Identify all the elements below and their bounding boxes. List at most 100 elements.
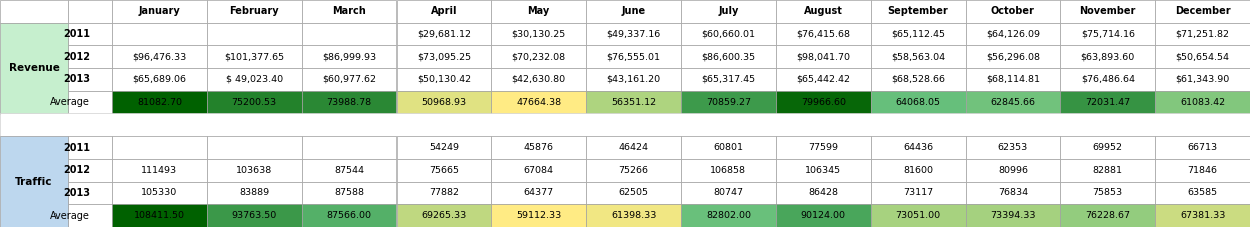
- Bar: [68, 45, 112, 68]
- Text: $76,555.01: $76,555.01: [606, 52, 660, 61]
- Text: 62845.66: 62845.66: [990, 98, 1035, 107]
- Text: 47664.38: 47664.38: [516, 98, 561, 107]
- Text: 87544: 87544: [334, 166, 364, 175]
- Bar: [396, 182, 491, 204]
- Bar: [206, 182, 301, 204]
- Bar: [112, 159, 206, 182]
- Text: September: September: [888, 6, 949, 16]
- Text: 111493: 111493: [141, 166, 177, 175]
- Bar: [1155, 91, 1250, 114]
- Text: 2013: 2013: [62, 188, 90, 198]
- Text: 50968.93: 50968.93: [421, 98, 466, 107]
- Bar: [1060, 204, 1155, 227]
- Text: $76,415.68: $76,415.68: [796, 30, 850, 39]
- Bar: [1060, 182, 1155, 204]
- Text: 62353: 62353: [998, 143, 1028, 152]
- Text: 63585: 63585: [1188, 188, 1218, 197]
- Text: $86,999.93: $86,999.93: [322, 52, 376, 61]
- Text: 67084: 67084: [524, 166, 554, 175]
- Bar: [776, 182, 871, 204]
- Bar: [0, 114, 1250, 136]
- Bar: [965, 45, 1060, 68]
- Text: March: March: [332, 6, 366, 16]
- Bar: [491, 68, 586, 91]
- Bar: [871, 0, 965, 23]
- Bar: [68, 91, 112, 114]
- Bar: [0, 136, 68, 227]
- Text: August: August: [804, 6, 842, 16]
- Bar: [681, 136, 776, 159]
- Bar: [776, 204, 871, 227]
- Text: 70859.27: 70859.27: [706, 98, 751, 107]
- Bar: [112, 68, 206, 91]
- Bar: [586, 159, 681, 182]
- Bar: [1060, 159, 1155, 182]
- Text: 77882: 77882: [429, 188, 459, 197]
- Bar: [112, 182, 206, 204]
- Bar: [965, 91, 1060, 114]
- Bar: [206, 68, 301, 91]
- Text: $61,343.90: $61,343.90: [1175, 75, 1230, 84]
- Text: $68,528.66: $68,528.66: [891, 75, 945, 84]
- Text: 87588: 87588: [334, 188, 364, 197]
- Text: $49,337.16: $49,337.16: [606, 30, 661, 39]
- Text: 108411.50: 108411.50: [134, 211, 185, 220]
- Bar: [776, 136, 871, 159]
- Bar: [396, 91, 491, 114]
- Text: 80747: 80747: [714, 188, 744, 197]
- Bar: [112, 23, 206, 45]
- Text: $65,317.45: $65,317.45: [701, 75, 755, 84]
- Bar: [68, 136, 112, 159]
- Text: 2012: 2012: [62, 165, 90, 175]
- Text: 54249: 54249: [429, 143, 459, 152]
- Bar: [1155, 68, 1250, 91]
- Bar: [586, 68, 681, 91]
- Text: $101,377.65: $101,377.65: [224, 52, 284, 61]
- Bar: [871, 182, 965, 204]
- Text: 86428: 86428: [809, 188, 839, 197]
- Bar: [965, 0, 1060, 23]
- Text: $65,112.45: $65,112.45: [891, 30, 945, 39]
- Bar: [396, 159, 491, 182]
- Text: $73,095.25: $73,095.25: [416, 52, 471, 61]
- Bar: [491, 204, 586, 227]
- Bar: [586, 0, 681, 23]
- Text: $30,130.25: $30,130.25: [511, 30, 566, 39]
- Text: 72031.47: 72031.47: [1085, 98, 1130, 107]
- Bar: [491, 136, 586, 159]
- Text: 2013: 2013: [62, 74, 90, 84]
- Bar: [965, 182, 1060, 204]
- Text: 59112.33: 59112.33: [516, 211, 561, 220]
- Bar: [871, 45, 965, 68]
- Text: 60801: 60801: [714, 143, 744, 152]
- Bar: [586, 204, 681, 227]
- Text: $43,161.20: $43,161.20: [606, 75, 661, 84]
- Text: November: November: [1080, 6, 1136, 16]
- Text: 71846: 71846: [1188, 166, 1218, 175]
- Bar: [301, 204, 396, 227]
- Bar: [965, 23, 1060, 45]
- Bar: [491, 159, 586, 182]
- Bar: [301, 159, 396, 182]
- Bar: [491, 23, 586, 45]
- Text: $29,681.12: $29,681.12: [418, 30, 471, 39]
- Text: 80996: 80996: [998, 166, 1028, 175]
- Text: April: April: [431, 6, 457, 16]
- Text: Revenue: Revenue: [9, 63, 60, 73]
- Bar: [681, 182, 776, 204]
- Text: 73051.00: 73051.00: [895, 211, 941, 220]
- Bar: [681, 23, 776, 45]
- Text: 81082.70: 81082.70: [138, 98, 182, 107]
- Bar: [1060, 68, 1155, 91]
- Bar: [776, 159, 871, 182]
- Bar: [586, 91, 681, 114]
- Text: $71,251.82: $71,251.82: [1175, 30, 1230, 39]
- Text: $58,563.04: $58,563.04: [891, 52, 945, 61]
- Text: 64068.05: 64068.05: [895, 98, 940, 107]
- Text: $63,893.60: $63,893.60: [1080, 52, 1135, 61]
- Bar: [871, 204, 965, 227]
- Bar: [871, 91, 965, 114]
- Bar: [0, 23, 68, 114]
- Text: 75665: 75665: [429, 166, 459, 175]
- Text: 66713: 66713: [1188, 143, 1218, 152]
